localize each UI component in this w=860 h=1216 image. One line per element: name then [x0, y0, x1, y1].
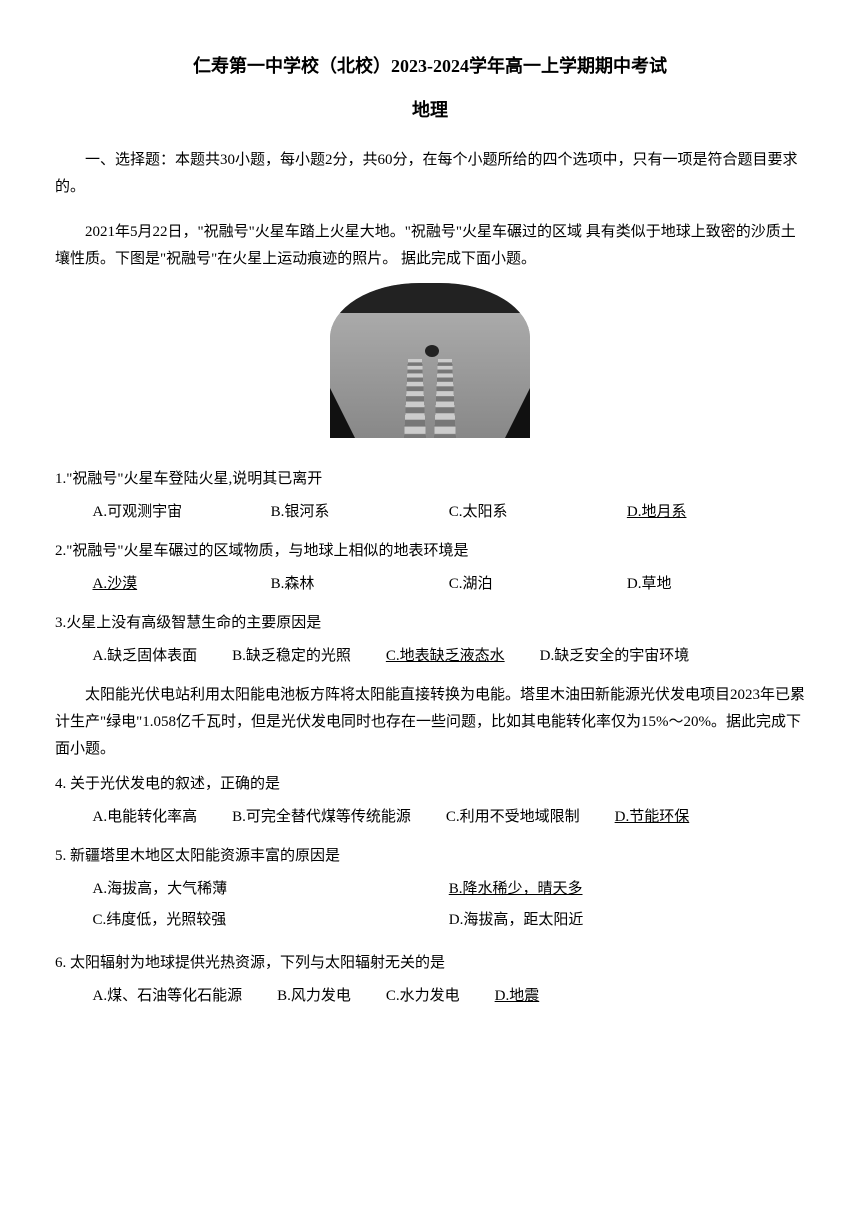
q4-option-d: D.节能环保 [615, 804, 690, 831]
q4-option-b: B.可完全替代煤等传统能源 [232, 804, 411, 831]
q5-option-a: A.海拔高，大气稀薄 [93, 876, 449, 903]
question-5: 5. 新疆塔里木地区太阳能资源丰富的原因是 [55, 843, 805, 870]
q6-option-c: C.水力发电 [386, 983, 460, 1010]
question-6-options: A.煤、石油等化石能源 B.风力发电 C.水力发电 D.地震 [55, 983, 805, 1010]
mars-image-container [55, 283, 805, 448]
q3-option-c: C.地表缺乏液态水 [386, 643, 505, 670]
passage-2: 太阳能光伏电站利用太阳能电池板方阵将太阳能直接转换为电能。塔里木油田新能源光伏发… [55, 682, 805, 763]
q4-option-c: C.利用不受地域限制 [446, 804, 580, 831]
q5-option-d: D.海拔高，距太阳近 [449, 907, 805, 934]
q3-option-a: A.缺乏固体表面 [93, 643, 198, 670]
q2-option-d: D.草地 [627, 571, 805, 598]
q6-option-b: B.风力发电 [277, 983, 351, 1010]
q3-option-d: D.缺乏安全的宇宙环境 [540, 643, 690, 670]
q4-option-a: A.电能转化率高 [93, 804, 198, 831]
passage-1: 2021年5月22日，"祝融号"火星车踏上火星大地。"祝融号"火星车碾过的区域 … [55, 219, 805, 273]
question-3-options: A.缺乏固体表面 B.缺乏稳定的光照 C.地表缺乏液态水 D.缺乏安全的宇宙环境 [55, 643, 805, 670]
mars-rover-photo [330, 283, 530, 438]
q5-option-b: B.降水稀少，晴天多 [449, 876, 805, 903]
q6-option-a: A.煤、石油等化石能源 [93, 983, 243, 1010]
q1-option-d: D.地月系 [627, 499, 805, 526]
q1-option-c: C.太阳系 [449, 499, 627, 526]
question-5-options: A.海拔高，大气稀薄 B.降水稀少，晴天多 C.纬度低，光照较强 D.海拔高，距… [55, 876, 805, 938]
question-1-options: A.可观测宇宙 B.银河系 C.太阳系 D.地月系 [55, 499, 805, 526]
q6-option-d: D.地震 [495, 983, 540, 1010]
q2-option-c: C.湖泊 [449, 571, 627, 598]
q2-option-a: A.沙漠 [93, 571, 271, 598]
question-4-options: A.电能转化率高 B.可完全替代煤等传统能源 C.利用不受地域限制 D.节能环保 [55, 804, 805, 831]
q1-option-a: A.可观测宇宙 [93, 499, 271, 526]
exam-title: 仁寿第一中学校（北校）2023-2024学年高一上学期期中考试 [55, 50, 805, 82]
q2-option-b: B.森林 [271, 571, 449, 598]
section-instruction: 一、选择题：本题共30小题，每小题2分，共60分，在每个小题所给的四个选项中，只… [55, 147, 805, 201]
question-3: 3.火星上没有高级智慧生命的主要原因是 [55, 610, 805, 637]
q3-option-b: B.缺乏稳定的光照 [232, 643, 351, 670]
question-6: 6. 太阳辐射为地球提供光热资源，下列与太阳辐射无关的是 [55, 950, 805, 977]
q1-option-b: B.银河系 [271, 499, 449, 526]
q5-option-c: C.纬度低，光照较强 [93, 907, 449, 934]
question-1: 1."祝融号"火星车登陆火星,说明其已离开 [55, 466, 805, 493]
question-2: 2."祝融号"火星车碾过的区域物质，与地球上相似的地表环境是 [55, 538, 805, 565]
question-4: 4. 关于光伏发电的叙述，正确的是 [55, 771, 805, 798]
question-2-options: A.沙漠 B.森林 C.湖泊 D.草地 [55, 571, 805, 598]
exam-subject: 地理 [55, 94, 805, 126]
